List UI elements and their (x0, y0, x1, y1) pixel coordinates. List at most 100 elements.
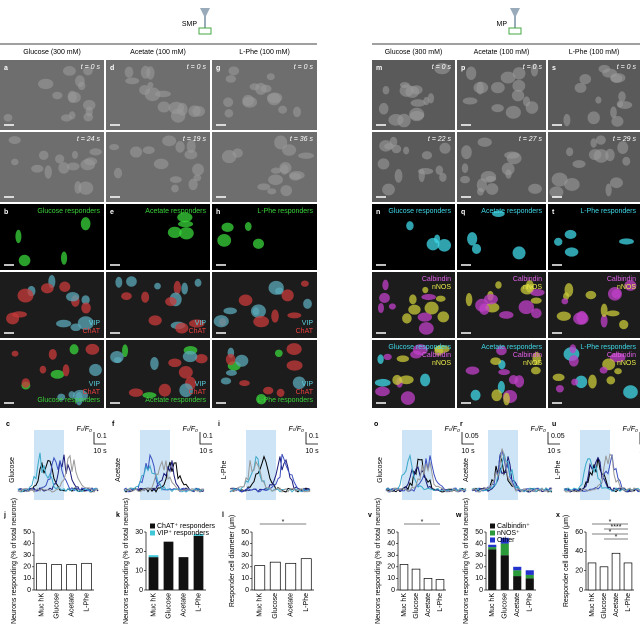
cell (503, 392, 510, 406)
micrograph (212, 132, 317, 202)
cell (85, 343, 100, 355)
legend-label: ChAT⁺ responders (157, 523, 216, 530)
panel-letter: f (112, 421, 115, 428)
cell (483, 294, 498, 305)
marker-label: ChAT (296, 389, 314, 396)
cell (396, 355, 410, 363)
bar (254, 565, 266, 591)
trace (229, 460, 311, 493)
responders-label: Acetate responders (481, 208, 542, 215)
x-tick-label: Acetate (425, 593, 432, 617)
bar-segment (525, 570, 534, 575)
cell (178, 365, 193, 379)
cell (195, 353, 208, 364)
cell (268, 280, 284, 295)
legend-label: Other (497, 537, 515, 544)
cell (58, 162, 70, 174)
cell (389, 136, 398, 147)
cell (225, 369, 237, 376)
cell (424, 301, 439, 315)
cell (57, 393, 66, 401)
x-tick-label: L-Phe (195, 593, 202, 612)
cell (564, 229, 577, 239)
marker-label: Calbindin (422, 352, 451, 359)
cell (616, 100, 623, 108)
bar-segment (525, 578, 534, 590)
marker-label: ChAT (83, 328, 101, 335)
cell (274, 135, 288, 150)
cell (38, 78, 54, 90)
legend-label: VIP⁺ responders (157, 530, 209, 537)
y-axis-label: Neurons responding (% of total neurons) (11, 498, 18, 624)
cell (142, 146, 155, 155)
cell (267, 93, 281, 106)
trace (17, 452, 99, 493)
cell (252, 238, 264, 249)
time-label: t = 0 s (81, 64, 101, 71)
cell (417, 168, 434, 175)
cell (555, 385, 564, 393)
bar-segment (513, 570, 522, 577)
y-tick-label: 20 (475, 564, 483, 571)
cell (406, 221, 414, 231)
cell (435, 295, 446, 302)
cell (238, 294, 253, 306)
cell (606, 310, 620, 317)
cell (410, 350, 423, 359)
cell (175, 141, 185, 153)
y-tick-label: 0 (27, 587, 31, 594)
cell (378, 102, 389, 115)
cell (171, 184, 179, 193)
y-tick-label: 0 (479, 587, 483, 594)
cell (52, 91, 63, 100)
significance-label: * (609, 519, 612, 526)
cell (68, 391, 75, 399)
cell (375, 386, 390, 397)
cell (556, 311, 571, 321)
cell (50, 369, 65, 379)
marker-label: VIP (302, 320, 314, 327)
cell (439, 172, 447, 182)
cell (505, 105, 521, 119)
cell (573, 312, 589, 325)
cell (551, 172, 568, 187)
scale-unit: Fₜ/F₀ (182, 426, 198, 433)
time-label: t = 36 s (290, 136, 314, 143)
cell (12, 311, 27, 318)
cell (467, 232, 478, 246)
significance-label: * (615, 534, 618, 541)
cell (624, 280, 637, 291)
cell (618, 91, 626, 103)
cell (491, 104, 504, 113)
panel-letter: w (455, 512, 462, 519)
cell (532, 351, 541, 366)
bar-segment (513, 566, 522, 571)
cell (287, 312, 302, 319)
micrograph (212, 272, 317, 338)
cell (531, 308, 542, 319)
cell (528, 183, 542, 194)
cell (462, 97, 478, 105)
cell (566, 147, 574, 157)
cell (622, 156, 631, 166)
trace (385, 462, 467, 493)
cell (113, 167, 123, 179)
panel-letter: g (216, 65, 220, 72)
cell (563, 113, 571, 127)
trace-ylabel: Acetate (115, 458, 122, 482)
panel-letter: o (374, 421, 378, 428)
cell (611, 115, 624, 127)
cell (465, 293, 473, 307)
cell (605, 183, 612, 197)
cell (48, 348, 57, 360)
cell (394, 168, 403, 183)
cell (607, 287, 622, 301)
cell (569, 344, 577, 354)
cell (491, 389, 503, 402)
y-tick-label: 10 (135, 568, 143, 575)
cell (427, 93, 435, 104)
cell (461, 145, 472, 160)
cell (223, 307, 237, 315)
cell (66, 162, 80, 171)
cell (460, 175, 471, 184)
